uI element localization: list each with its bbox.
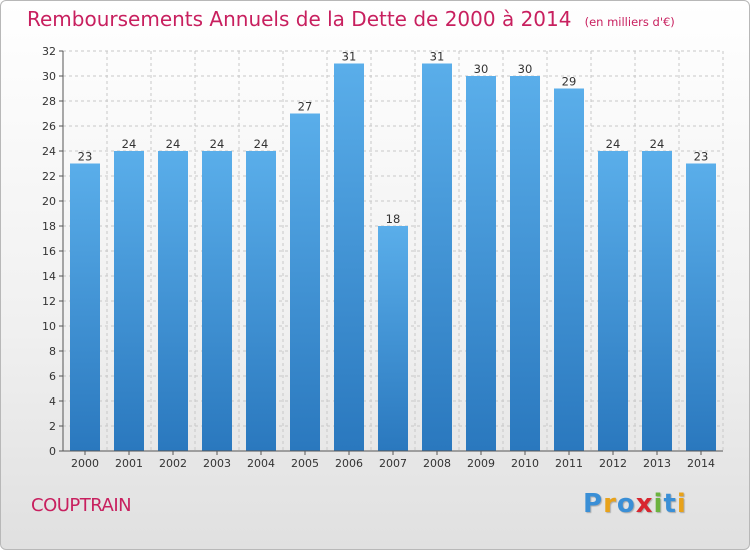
- data-label: 29: [562, 75, 577, 89]
- y-tick-label: 18: [42, 220, 56, 233]
- x-tick-label: 2007: [379, 457, 407, 470]
- y-tick-label: 30: [42, 70, 56, 83]
- x-tick-label: 2008: [423, 457, 451, 470]
- y-tick-label: 10: [42, 320, 56, 333]
- x-tick-label: 2014: [687, 457, 715, 470]
- brand-logo: Proxiti: [583, 489, 687, 519]
- bar-2006: [334, 63, 364, 451]
- data-labels: 23 24 24 24 24 27 31 18 31 30 30 29 24 24 23: [78, 50, 709, 227]
- x-tick-label: 2002: [159, 457, 187, 470]
- bar-2003: [202, 151, 232, 451]
- data-label: 24: [254, 137, 269, 151]
- bar-2004: [246, 151, 276, 451]
- data-label: 27: [298, 100, 313, 114]
- commune-name: COUPTRAIN: [31, 495, 132, 516]
- data-label: 23: [78, 150, 93, 164]
- y-tick-label: 24: [42, 145, 56, 158]
- bar-2014: [686, 163, 716, 451]
- brand-letter: P: [583, 489, 604, 519]
- data-label: 30: [474, 62, 489, 76]
- data-label: 24: [122, 137, 137, 151]
- x-tick-label: 2003: [203, 457, 231, 470]
- chart-subtitle: (en milliers d'€): [584, 15, 675, 29]
- bar-2012: [598, 151, 628, 451]
- y-tick-label: 2: [49, 420, 56, 433]
- bar-2009: [466, 76, 496, 451]
- data-label: 23: [694, 150, 709, 164]
- y-tick-label: 0: [49, 445, 56, 458]
- chart-title: Remboursements Annuels de la Dette de 20…: [27, 7, 572, 31]
- bar-2001: [114, 151, 144, 451]
- data-label: 24: [650, 137, 665, 151]
- y-tick-label: 4: [49, 395, 56, 408]
- x-tick-label: 2005: [291, 457, 319, 470]
- bar-2010: [510, 76, 540, 451]
- y-tick-label: 16: [42, 245, 56, 258]
- x-tick-label: 2001: [115, 457, 143, 470]
- x-tick-label: 2004: [247, 457, 275, 470]
- x-tick-label: 2011: [555, 457, 583, 470]
- brand-letter: o: [616, 489, 636, 519]
- y-tick-label: 32: [42, 45, 56, 58]
- brand-letter: x: [635, 489, 654, 519]
- y-tick-label: 14: [42, 270, 56, 283]
- data-label: 18: [386, 212, 401, 226]
- x-tick-label: 2009: [467, 457, 495, 470]
- y-tick-label: 20: [42, 195, 56, 208]
- brand-letter: r: [603, 489, 617, 519]
- bar-2011: [554, 88, 584, 451]
- bar-2013: [642, 151, 672, 451]
- y-tick-label: 26: [42, 120, 56, 133]
- x-tick-label: 2012: [599, 457, 627, 470]
- data-label: 24: [210, 137, 225, 151]
- bar-2000: [70, 163, 100, 451]
- data-label: 31: [430, 50, 445, 64]
- data-label: 24: [606, 137, 621, 151]
- bar-2007: [378, 226, 408, 451]
- data-label: 24: [166, 137, 181, 151]
- bar-2008: [422, 63, 452, 451]
- x-tick-label: 2013: [643, 457, 671, 470]
- bar-2002: [158, 151, 188, 451]
- x-tick-label: 2000: [71, 457, 99, 470]
- bars: [70, 63, 716, 451]
- brand-letter: i: [676, 489, 687, 519]
- y-tick-label: 8: [49, 345, 56, 358]
- title-row: Remboursements Annuels de la Dette de 20…: [27, 7, 675, 31]
- y-tick-label: 6: [49, 370, 56, 383]
- brand-letter: t: [663, 489, 677, 519]
- y-tick-label: 28: [42, 95, 56, 108]
- bar-2005: [290, 113, 320, 451]
- x-tick-label: 2010: [511, 457, 539, 470]
- data-label: 31: [342, 50, 357, 64]
- brand-letter: i: [653, 489, 664, 519]
- y-tick-label: 22: [42, 170, 56, 183]
- y-tick-label: 12: [42, 295, 56, 308]
- x-tick-label: 2006: [335, 457, 363, 470]
- data-label: 30: [518, 62, 533, 76]
